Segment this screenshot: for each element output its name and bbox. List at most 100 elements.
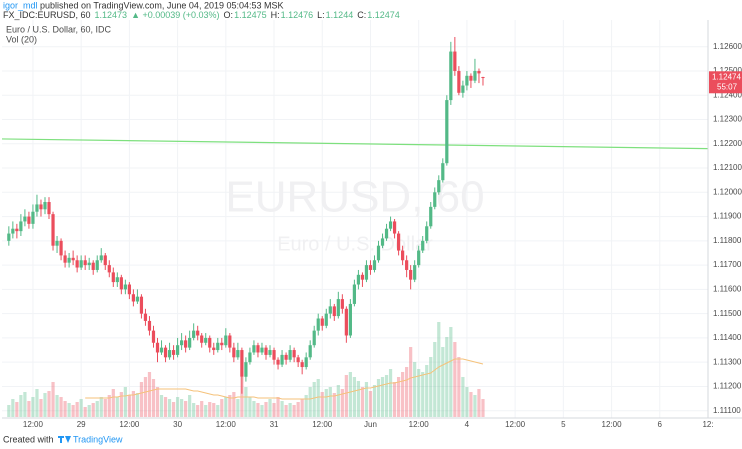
volume-bar xyxy=(437,322,441,417)
candle-body xyxy=(208,337,212,348)
candle-body xyxy=(107,265,111,273)
volume-bar xyxy=(328,387,332,417)
y-tick-label: 1.12100 xyxy=(713,163,742,172)
candle-body xyxy=(224,335,228,346)
volume-bar xyxy=(200,401,204,417)
volume-bar xyxy=(171,402,176,417)
volume-bar xyxy=(192,403,196,417)
volume-bar xyxy=(248,397,252,417)
ohlc-label: H: xyxy=(271,10,280,20)
volume-bar xyxy=(425,365,429,417)
volume-bar xyxy=(75,402,79,417)
candle-body xyxy=(372,260,377,270)
volume-bar xyxy=(139,382,144,417)
x-tick-label: 12:00 xyxy=(602,420,623,429)
x-tick-label: 12:00 xyxy=(119,420,140,429)
volume-bar xyxy=(453,342,457,417)
x-tick-label: 12:00 xyxy=(505,420,526,429)
y-tick-label: 1.11600 xyxy=(713,284,742,293)
candle-body xyxy=(405,260,409,270)
volume-bar xyxy=(457,357,461,417)
volume-bar xyxy=(300,399,304,417)
published: published on TradingView.com, June 04, 2… xyxy=(40,0,284,10)
candle-body xyxy=(461,85,465,93)
candle-body xyxy=(409,269,413,280)
candle-body xyxy=(135,296,140,302)
candle-body xyxy=(300,362,304,368)
x-tick-label: 31 xyxy=(270,420,279,429)
volume-bar xyxy=(417,369,421,417)
candle-body xyxy=(79,260,83,268)
y-tick-label: 1.12200 xyxy=(713,139,742,148)
volume-ma xyxy=(85,358,484,400)
volume-bar xyxy=(449,327,453,417)
volume-bar xyxy=(260,405,264,417)
candle-body xyxy=(356,274,361,285)
volume-bar xyxy=(155,387,160,417)
candle-body xyxy=(368,265,373,270)
candle-body xyxy=(15,228,19,232)
y-tick-label: 1.11800 xyxy=(713,236,742,245)
volume-bar xyxy=(15,402,19,417)
volume-bar xyxy=(324,389,328,417)
candle-body xyxy=(388,221,393,229)
candle-body xyxy=(147,320,152,331)
candle-body xyxy=(465,75,469,86)
y-tick-label: 1.11400 xyxy=(713,333,742,342)
candle-body xyxy=(151,330,156,343)
candle-body xyxy=(196,330,200,336)
volume-bar xyxy=(99,397,103,417)
candle-body xyxy=(248,352,252,363)
x-tick-label: Jun xyxy=(364,420,377,429)
volume-bar xyxy=(465,387,469,417)
countdown: 55:07 xyxy=(717,82,738,91)
candle-body xyxy=(39,204,43,210)
volume-bar xyxy=(244,387,248,417)
candle-body xyxy=(324,313,328,326)
candle-body xyxy=(43,202,47,210)
candle-body xyxy=(167,350,172,358)
volume-bar xyxy=(292,405,296,417)
candle-body xyxy=(260,347,264,353)
volume-bar xyxy=(43,393,47,417)
volume-bar xyxy=(380,377,385,417)
candle-body xyxy=(457,70,461,93)
volume-bar xyxy=(31,397,35,417)
candle-body xyxy=(441,163,445,181)
volume-bar xyxy=(477,389,481,417)
volume-bar xyxy=(23,392,27,417)
volume-bar xyxy=(364,382,369,417)
author[interactable]: igor_mdl xyxy=(3,0,38,10)
candle-body xyxy=(75,260,79,268)
footer-brand[interactable]: TradingView xyxy=(73,434,123,444)
candle-body xyxy=(47,202,51,215)
volume-bar xyxy=(35,389,39,417)
last-price: 1.12473 xyxy=(95,10,128,20)
volume-bar xyxy=(441,347,445,417)
change: ▲ +0.00039 (+0.03%) xyxy=(131,10,219,20)
candle-body xyxy=(71,257,75,261)
volume-bar xyxy=(272,403,276,417)
volume-bar xyxy=(340,389,344,417)
volume-bar xyxy=(368,391,373,417)
volume-bar xyxy=(67,403,71,417)
volume-bar xyxy=(344,375,348,417)
candle-body xyxy=(159,347,164,353)
volume-bar xyxy=(336,385,340,417)
volume-bar xyxy=(83,407,87,417)
candle-body xyxy=(51,214,55,246)
candle-body xyxy=(119,277,123,290)
candle-body xyxy=(184,340,188,348)
x-tick-label: 5 xyxy=(561,420,566,429)
candle-body xyxy=(188,337,192,348)
brand-logo xyxy=(58,436,71,443)
symbol-line: FX_IDC:EURUSD, 60 1.12473 ▲ +0.00039 (+0.0… xyxy=(3,10,400,20)
candle-body xyxy=(236,350,240,358)
volume-bar xyxy=(360,387,365,417)
volume-bar xyxy=(123,387,127,417)
volume-bar xyxy=(79,399,83,417)
candle-body xyxy=(284,354,288,360)
candle-body xyxy=(312,330,316,346)
candle-body xyxy=(425,226,429,241)
